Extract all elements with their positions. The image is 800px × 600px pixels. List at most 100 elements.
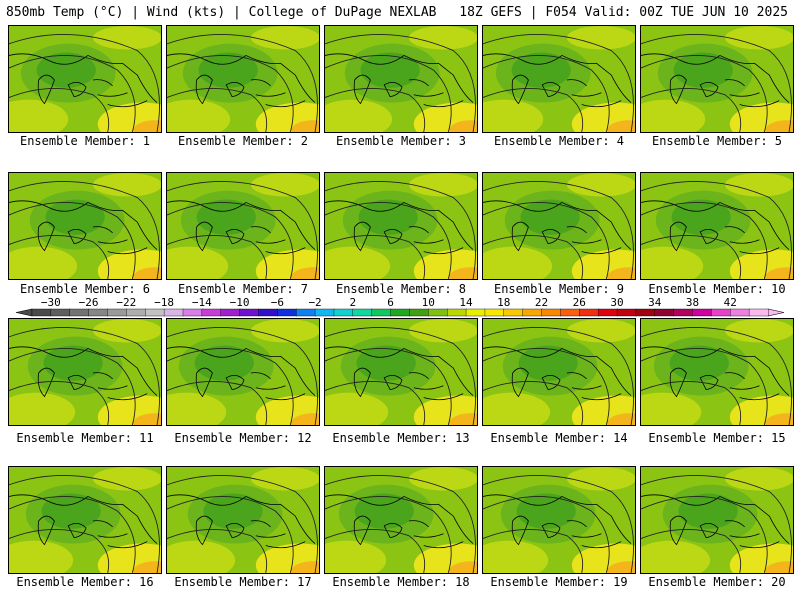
colorbar-swatch bbox=[239, 308, 260, 317]
colorbar-swatch bbox=[145, 308, 165, 317]
map-field bbox=[641, 26, 793, 132]
map-field bbox=[325, 467, 477, 573]
map-field bbox=[641, 467, 793, 573]
ensemble-map-3 bbox=[324, 25, 478, 133]
coastline-outline bbox=[325, 346, 474, 401]
colorbar-swatch bbox=[711, 308, 731, 317]
colorbar-swatch bbox=[730, 308, 750, 317]
colorbar-swatch bbox=[296, 308, 316, 317]
ensemble-map-6 bbox=[8, 172, 162, 280]
ensemble-member-label: Ensemble Member: 11 bbox=[16, 431, 154, 445]
colorbar-tick-label: 2 bbox=[350, 296, 357, 309]
colorbar-tick-label: −30 bbox=[41, 296, 61, 309]
colorbar-swatch bbox=[465, 308, 486, 317]
colorbar-swatch bbox=[560, 308, 580, 317]
ensemble-map-12 bbox=[166, 318, 320, 426]
colorbar-swatch bbox=[503, 308, 524, 317]
colorbar-tick-label: −14 bbox=[192, 296, 212, 309]
colorbar-tick-label: 38 bbox=[686, 296, 699, 309]
coastline-outline bbox=[9, 53, 158, 108]
coastline-outline bbox=[167, 200, 316, 255]
colorbar-tick-label: 42 bbox=[724, 296, 737, 309]
colorbar-swatch bbox=[409, 308, 430, 317]
colorbar-swatch bbox=[182, 308, 203, 317]
height-contours bbox=[325, 34, 476, 132]
colorbar-tick-label: 26 bbox=[573, 296, 586, 309]
height-contours bbox=[641, 34, 792, 132]
height-contours bbox=[325, 327, 476, 425]
map-field bbox=[167, 26, 319, 132]
coastline-outline bbox=[9, 200, 158, 255]
coastline-outline bbox=[483, 200, 632, 255]
map-field bbox=[167, 467, 319, 573]
coastline-outline bbox=[483, 53, 632, 108]
colorbar-swatch bbox=[522, 308, 543, 317]
map-field bbox=[641, 173, 793, 279]
colorbar-swatch bbox=[541, 308, 562, 317]
height-contours bbox=[9, 475, 160, 573]
height-contours bbox=[641, 327, 792, 425]
colorbar-swatch bbox=[314, 308, 335, 317]
colorbar-swatch bbox=[163, 308, 184, 317]
map-field bbox=[325, 319, 477, 425]
colorbar-swatch bbox=[446, 308, 467, 317]
coastline-outline bbox=[483, 494, 632, 549]
ensemble-member-label: Ensemble Member: 17 bbox=[174, 575, 312, 589]
ensemble-member-label: Ensemble Member: 19 bbox=[490, 575, 628, 589]
colorbar-swatch bbox=[277, 308, 297, 317]
coastline-outline bbox=[483, 346, 632, 401]
colorbar-swatch bbox=[635, 308, 656, 317]
colorbar-swatch bbox=[107, 308, 128, 317]
map-field bbox=[483, 319, 635, 425]
map-field bbox=[9, 173, 161, 279]
ensemble-map-1 bbox=[8, 25, 162, 133]
colorbar-swatch bbox=[579, 308, 599, 317]
ensemble-member-label: Ensemble Member: 2 bbox=[177, 134, 309, 148]
ensemble-member-label: Ensemble Member: 14 bbox=[490, 431, 628, 445]
height-contours bbox=[641, 181, 792, 279]
height-contours bbox=[9, 34, 160, 132]
colorbar-swatch bbox=[31, 308, 52, 317]
colorbar-tick-label: 22 bbox=[535, 296, 548, 309]
height-contours bbox=[9, 181, 160, 279]
map-field bbox=[9, 26, 161, 132]
ensemble-member-label: Ensemble Member: 3 bbox=[335, 134, 467, 148]
colorbar-swatch bbox=[220, 308, 241, 317]
colorbar-tick-label: −10 bbox=[230, 296, 250, 309]
colorbar-swatch bbox=[673, 308, 694, 317]
colorbar-tick-label: 14 bbox=[459, 296, 473, 309]
coastline-outline bbox=[325, 53, 474, 108]
coastline-outline bbox=[167, 53, 316, 108]
height-contours bbox=[483, 181, 634, 279]
ensemble-map-17 bbox=[166, 466, 320, 574]
coastline-outline bbox=[9, 494, 158, 549]
coastline-outline bbox=[9, 346, 158, 401]
coastline-outline bbox=[641, 200, 790, 255]
ensemble-member-label: Ensemble Member: 18 bbox=[332, 575, 470, 589]
height-contours bbox=[9, 327, 160, 425]
ensemble-map-15 bbox=[640, 318, 794, 426]
height-contours bbox=[483, 327, 634, 425]
ensemble-map-20 bbox=[640, 466, 794, 574]
ensemble-member-label: Ensemble Member: 1 bbox=[19, 134, 151, 148]
ensemble-map-13 bbox=[324, 318, 478, 426]
colorbar-tick-label: 10 bbox=[422, 296, 435, 309]
colorbar-swatch bbox=[333, 308, 354, 317]
coastline-outline bbox=[641, 346, 790, 401]
map-field bbox=[325, 26, 477, 132]
colorbar-tick-label: 30 bbox=[610, 296, 623, 309]
coastline-outline bbox=[167, 346, 316, 401]
ensemble-member-label: Ensemble Member: 8 bbox=[335, 282, 467, 296]
colorbar-tick-label: 18 bbox=[497, 296, 510, 309]
ensemble-member-label: Ensemble Member: 13 bbox=[332, 431, 470, 445]
colorbar-swatch bbox=[69, 308, 90, 317]
colorbar-tick-label: −22 bbox=[116, 296, 136, 309]
ensemble-member-label: Ensemble Member: 7 bbox=[177, 282, 309, 296]
ensemble-map-5 bbox=[640, 25, 794, 133]
ensemble-member-label: Ensemble Member: 12 bbox=[174, 431, 312, 445]
map-field bbox=[9, 467, 161, 573]
ensemble-map-14 bbox=[482, 318, 636, 426]
colorbar-tick-label: −18 bbox=[154, 296, 174, 309]
colorbar-swatch bbox=[692, 308, 713, 317]
ensemble-map-9 bbox=[482, 172, 636, 280]
